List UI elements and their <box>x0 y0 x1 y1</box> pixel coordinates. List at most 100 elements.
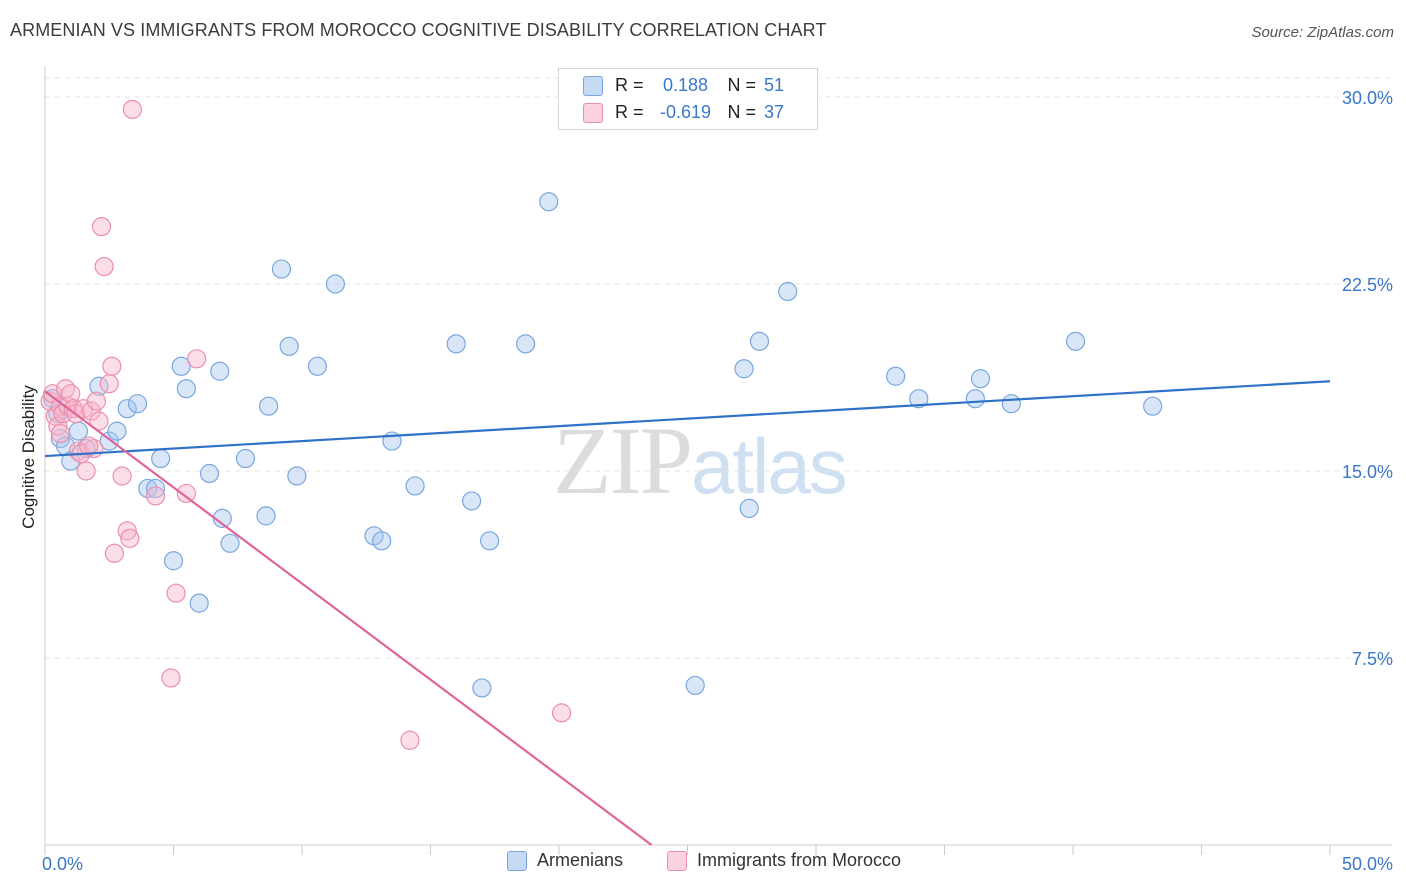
armenians-point <box>462 491 482 511</box>
legend-label: Armenians <box>537 850 624 870</box>
armenians-point <box>1065 331 1086 351</box>
armenians-point <box>685 675 705 696</box>
armenians-point <box>965 389 985 409</box>
n-label: N = <box>727 75 757 95</box>
series-armenians <box>43 192 1163 698</box>
watermark: ZIPatlas <box>553 405 848 516</box>
morocco-point <box>166 583 186 603</box>
armenians-point <box>1143 396 1163 416</box>
armenians-point <box>909 389 929 409</box>
x-tick-label: 0.0% <box>42 854 83 874</box>
armenians-point <box>480 531 500 551</box>
morocco-point <box>79 436 99 456</box>
morocco-point <box>91 217 112 237</box>
legend-label: Immigrants from Morocco <box>697 850 902 870</box>
morocco-point <box>122 99 142 120</box>
armenians-point <box>235 448 256 469</box>
source-label: Source: ZipAtlas.com <box>1251 24 1394 41</box>
x-tick-label: 50.0% <box>1342 854 1393 874</box>
armenians-point <box>886 366 906 386</box>
armenians-point <box>189 593 209 613</box>
morocco-point <box>81 401 101 421</box>
armenians-point <box>287 466 307 486</box>
armenians-point <box>199 463 220 484</box>
armenians-point <box>739 498 759 518</box>
armenians-point <box>405 476 425 496</box>
n-label: N = <box>727 102 757 122</box>
morocco-swatch <box>583 102 603 123</box>
morocco-point <box>112 466 132 486</box>
armenians-point <box>107 421 127 441</box>
r-value: 0.188 <box>662 75 709 95</box>
armenians-point <box>778 281 798 302</box>
armenians-point <box>138 478 158 499</box>
armenians-point <box>734 359 754 379</box>
stats-row-morocco: R = -0.619 N = 37 <box>583 102 784 123</box>
legend-item-morocco: Immigrants from Morocco <box>667 850 901 871</box>
legend-item-armenians: Armenians <box>507 850 623 871</box>
morocco-point <box>145 486 166 506</box>
armenians-point <box>151 448 171 469</box>
morocco-point <box>76 461 96 481</box>
morocco-trend-line <box>44 390 653 846</box>
armenians-legend-swatch <box>507 850 527 871</box>
armenians-point <box>539 192 559 212</box>
stats-legend: R = 0.188 N = 51 R = -0.619 N = 37 <box>558 68 818 130</box>
r-label: R = <box>615 75 644 95</box>
armenians-point <box>171 356 191 376</box>
armenians-point <box>472 678 492 698</box>
watermark-atlas: atlas <box>691 422 848 510</box>
morocco-point <box>50 424 71 444</box>
morocco-point <box>551 703 572 723</box>
armenians-point <box>176 379 196 399</box>
morocco-point <box>89 411 109 431</box>
y-tick-label: 22.5% <box>1342 275 1393 295</box>
armenians-point <box>210 361 230 381</box>
morocco-point <box>120 528 140 548</box>
armenians-point <box>1001 394 1021 414</box>
morocco-point <box>187 349 207 369</box>
y-tick-label: 15.0% <box>1342 462 1393 482</box>
morocco-point <box>176 483 196 504</box>
armenians-point <box>307 356 328 376</box>
r-label: R = <box>615 102 644 122</box>
armenians-point <box>256 506 276 526</box>
n-value: 51 <box>764 75 785 95</box>
y-tick-label: 30.0% <box>1342 88 1393 108</box>
n-value: 37 <box>764 102 785 122</box>
armenians-point <box>325 274 346 294</box>
morocco-legend-swatch <box>667 850 687 871</box>
armenians-point <box>749 331 770 351</box>
armenians-point <box>117 399 137 419</box>
chart-title: ARMENIAN VS IMMIGRANTS FROM MOROCCO COGN… <box>10 20 827 40</box>
armenians-point <box>220 533 240 553</box>
armenians-trend-line <box>44 380 1331 458</box>
armenians-point <box>258 396 279 416</box>
y-tick-label: 7.5% <box>1352 649 1393 669</box>
armenians-point <box>163 551 184 571</box>
y-axis-label: Cognitive Disability <box>19 385 38 529</box>
morocco-point <box>102 356 122 376</box>
armenians-point <box>372 531 392 551</box>
series-morocco <box>40 99 572 750</box>
armenians-point <box>127 394 148 414</box>
armenians-point <box>61 451 81 471</box>
armenians-point <box>446 334 466 354</box>
morocco-point <box>117 521 137 541</box>
morocco-point <box>94 256 114 277</box>
stats-row-armenians: R = 0.188 N = 51 <box>583 75 784 96</box>
morocco-point <box>61 384 81 404</box>
trend-lines <box>44 380 1331 846</box>
armenians-point <box>515 334 536 354</box>
r-value: -0.619 <box>659 102 712 122</box>
morocco-point <box>48 416 68 436</box>
tick-labels: 7.5% 15.0% 22.5% 30.0% 0.0% 50.0% Cognitive Di… <box>19 88 1393 874</box>
morocco-point <box>161 668 181 688</box>
gridlines <box>45 77 1392 659</box>
morocco-point <box>86 391 107 411</box>
armenians-swatch <box>583 75 603 96</box>
armenians-point <box>970 369 991 389</box>
armenians-point <box>145 478 166 499</box>
morocco-point <box>68 441 89 461</box>
